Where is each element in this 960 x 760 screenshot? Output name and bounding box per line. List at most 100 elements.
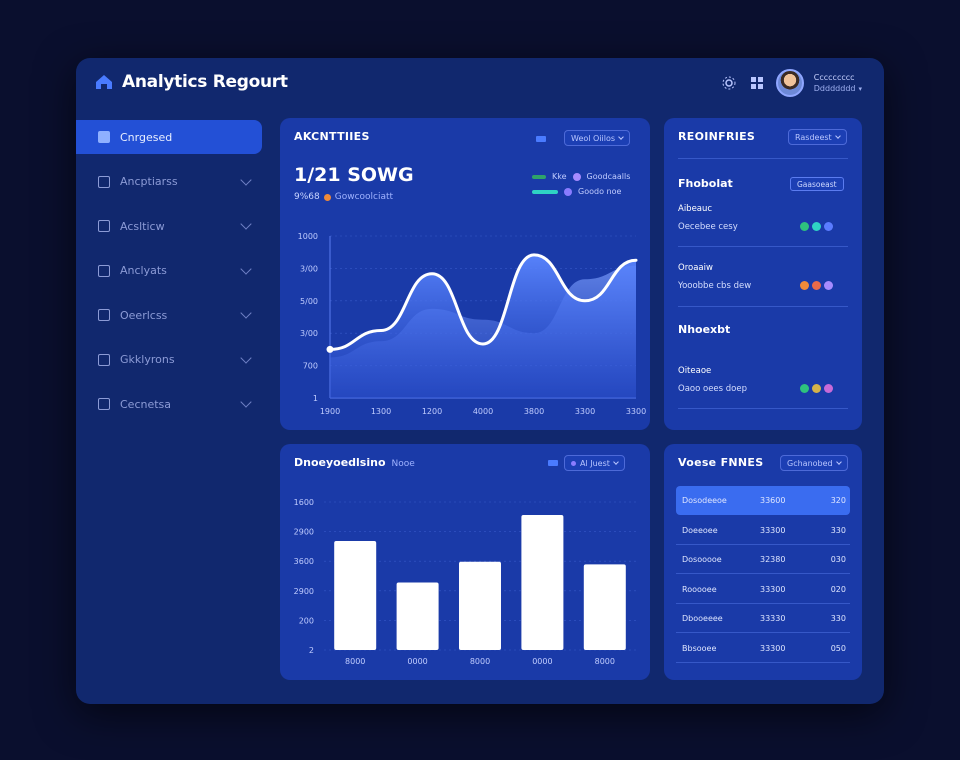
chart-legend: Kke Goodcaalls Goodo noe [532, 172, 630, 196]
brand[interactable]: Analytics Regourt [94, 72, 288, 92]
header: Analytics Regourt Ccccccccc Dddddddd ▾ [76, 58, 884, 110]
entry-name: Oroaaiw [678, 263, 713, 273]
status-dot [812, 281, 821, 290]
user-sub-text: Dddddddd [813, 84, 856, 93]
status-dot [812, 222, 821, 231]
sidebar-item-label: Cnrgesed [120, 130, 173, 144]
y-tick-label: 1600 [294, 498, 314, 507]
resources-dropdown[interactable]: Rasdeest [788, 129, 847, 145]
y-tick-label: 2 [309, 646, 314, 655]
section-heading: Nhoexbt [678, 323, 731, 336]
x-tick-label: 1200 [422, 407, 442, 416]
chart-icon [98, 220, 110, 232]
table-cell: 020 [830, 584, 846, 594]
bar[interactable] [521, 514, 564, 650]
home-logo-icon [96, 75, 112, 89]
legend-row: Kke Goodcaalls [532, 172, 630, 181]
chevron-down-icon [240, 173, 252, 186]
table-cell: Bbsooee [682, 643, 717, 653]
sub-value-extra: Gowcoolciatt [334, 192, 394, 202]
table-row[interactable]: Rooooee 33300 020 [676, 575, 850, 604]
chevron-down-icon [834, 133, 841, 139]
orange-dot-icon [323, 193, 331, 201]
table-cell: Doeeoee [682, 525, 718, 535]
entry-detail: Oecebee cesy [678, 222, 738, 232]
user-menu[interactable]: Ccccccccc Dddddddd ▾ [814, 73, 862, 93]
x-tick-label: 3300 [575, 407, 595, 416]
table-cell: 33300 [760, 584, 786, 594]
sub-value-text: 9%68 [294, 192, 320, 202]
sidebar-item-2[interactable]: Acslticw [76, 209, 262, 243]
x-tick-label: 1900 [320, 407, 340, 416]
sidebar-item-1[interactable]: Ancptiarss [76, 165, 262, 199]
table-row[interactable]: Doeeoee 33300 330 [676, 516, 850, 545]
legend-dot [564, 187, 572, 196]
table-cell: 33300 [760, 525, 786, 535]
sidebar-item-4[interactable]: Oeerlcss [76, 298, 262, 332]
legend-row: Goodo noe [532, 187, 630, 196]
sidebar-item-6[interactable]: Cecnetsa [76, 387, 262, 421]
bar[interactable] [396, 582, 439, 650]
card-title: AKCNTTIIES [294, 130, 370, 143]
resources-panel: REOINFRIES Rasdeest Fhobolat Gaasoeast A… [664, 118, 862, 430]
sidebar-item-3[interactable]: Anclyats [76, 254, 262, 288]
activities-card: AKCNTTIIES Weol Oiilos 1/21 SOWG 9%68 Go… [280, 118, 650, 430]
votes-dropdown[interactable]: Gchanobed [780, 455, 848, 471]
legend-label: Kke [552, 172, 567, 181]
bar[interactable] [459, 561, 501, 650]
x-tick-label: 1300 [371, 407, 391, 416]
series-area-main [330, 254, 636, 398]
status-dot [800, 281, 809, 290]
area-chart: 1 700 3/00 5/00 3/00 1000 1900 1300 1200 4000 3800… [298, 232, 647, 416]
y-tick-label: 3600 [294, 557, 314, 566]
calendar-icon [98, 398, 110, 410]
sidebar-item-label: Anclyats [120, 264, 167, 277]
data-point[interactable] [326, 345, 334, 353]
info-icon [98, 264, 110, 277]
table-cell: Dosodeeoe [682, 496, 727, 505]
card-title: REOINFRIES [678, 130, 756, 143]
status-dot [824, 384, 833, 393]
sidebar-item-0[interactable]: Cnrgesed [76, 120, 262, 154]
period-dropdown[interactable]: Weol Oiilos [564, 130, 631, 146]
chevron-down-icon [240, 218, 252, 230]
grid-icon[interactable] [748, 74, 766, 92]
sidebar-item-label: Gkklyrons [120, 353, 175, 366]
table-cell: 33300 [760, 643, 786, 653]
status-dot [824, 222, 833, 231]
bar[interactable] [583, 564, 626, 650]
chevron-down-icon [240, 262, 252, 275]
table-row[interactable]: Dosodeeoe 33600 320 [676, 486, 850, 515]
table-cell: Dosooooe [682, 555, 722, 564]
status-dot [812, 384, 821, 393]
table-cell: Dbooeeee [682, 614, 723, 623]
table-cell: 330 [830, 614, 846, 623]
chevron-down-icon [240, 396, 252, 408]
x-tick-label: 8000 [595, 657, 615, 666]
table-row[interactable]: Dbooeeee 33330 330 [676, 604, 850, 633]
legend-swatch [536, 136, 546, 142]
status-dot [800, 384, 809, 393]
avatar[interactable] [775, 69, 804, 97]
settings-icon[interactable] [720, 74, 738, 92]
table-row[interactable]: Dosooooe 32380 030 [676, 545, 850, 574]
folder-icon [98, 175, 110, 188]
section-badge[interactable]: Gaasoeast [790, 177, 844, 191]
sidebar-item-5[interactable]: Gkklyrons [76, 343, 262, 377]
entry-name: Oiteaoe [678, 366, 712, 376]
table-cell: 32380 [760, 555, 786, 564]
bar-chart-card: Dnoeyoedlsino Nooe Al Juest 2 200 2900 3600… [280, 444, 650, 680]
users-icon [98, 353, 110, 366]
dropdown-label: Weol Oiilos [571, 133, 616, 143]
status-dots [800, 222, 833, 231]
table-row[interactable]: Bbsooee 33300 050 [676, 634, 850, 663]
sidebar-item-label: Cecnetsa [120, 397, 172, 411]
filter-dropdown[interactable]: Al Juest [564, 455, 625, 471]
status-dots [800, 281, 833, 290]
bar[interactable] [334, 540, 377, 650]
table-cell: 33600 [760, 496, 786, 505]
x-tick-label: 0000 [532, 657, 552, 666]
legend-label: Goodo noe [578, 187, 622, 196]
x-tick-label: 8000 [345, 657, 365, 666]
entry-name: Aibeauc [678, 204, 713, 214]
